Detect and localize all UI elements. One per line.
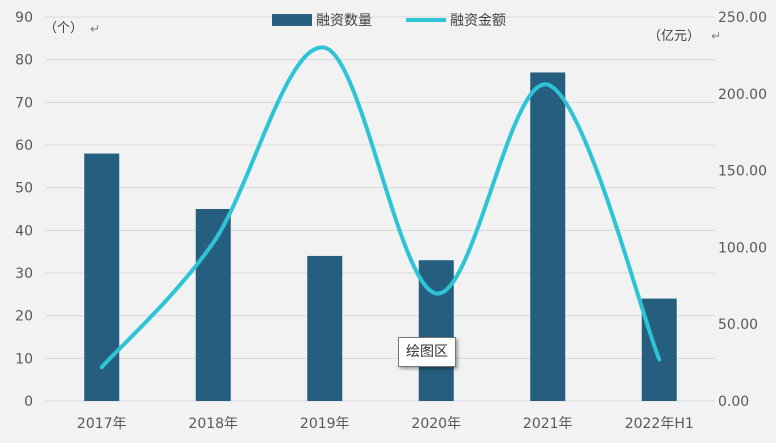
left-tick-label: 30 <box>15 266 33 282</box>
paragraph-mark-right: ↵ <box>711 29 721 43</box>
bar-series <box>84 72 677 401</box>
left-tick-label: 10 <box>15 351 33 367</box>
right-axis-ticks: 0.00 50.00 100.00 150.00 200.00 250.00 <box>718 10 767 410</box>
right-tick-label: 100.00 <box>718 240 767 256</box>
x-tick-label: 2019年 <box>300 416 350 432</box>
gridlines <box>46 16 715 402</box>
left-axis-unit: （个） <box>44 21 83 36</box>
left-tick-label: 40 <box>15 223 33 239</box>
bar-count-2 <box>307 255 343 401</box>
x-tick-label: 2022年H1 <box>625 416 694 432</box>
right-axis-unit: （亿元） <box>648 29 700 44</box>
plot-area-tooltip: 绘图区 <box>398 337 456 367</box>
bar-count-1 <box>195 209 231 401</box>
left-tick-label: 70 <box>15 95 33 111</box>
right-tick-label: 50.00 <box>718 317 758 333</box>
left-tick-label: 60 <box>15 138 33 154</box>
bar-count-0 <box>84 153 120 401</box>
right-tick-label: 200.00 <box>718 87 767 103</box>
x-tick-label: 2020年 <box>411 416 461 432</box>
left-tick-label: 90 <box>15 10 33 26</box>
bar-count-4 <box>530 72 566 401</box>
right-tick-label: 250.00 <box>718 10 767 26</box>
legend-label-amount: 融资金额 <box>450 13 506 29</box>
x-axis-labels: 2017年 2018年 2019年 2020年 2021年 2022年H1 <box>77 416 694 432</box>
right-tick-label: 0.00 <box>718 394 749 410</box>
x-tick-label: 2021年 <box>523 416 573 432</box>
right-tick-label: 150.00 <box>718 164 767 180</box>
legend-label-count: 融资数量 <box>316 13 372 29</box>
left-tick-label: 0 <box>24 394 33 410</box>
legend-swatch-count <box>272 14 312 26</box>
line-series-amount <box>99 45 662 370</box>
x-tick-label: 2017年 <box>77 416 127 432</box>
left-axis-ticks: 0 10 20 30 40 50 60 70 80 90 <box>15 10 33 410</box>
legend: 融资数量 融资金额 <box>272 13 506 29</box>
left-tick-label: 50 <box>15 181 33 197</box>
bar-count-5 <box>641 298 677 401</box>
paragraph-mark-left: ↵ <box>90 22 100 36</box>
left-tick-label: 20 <box>15 309 33 325</box>
left-tick-label: 80 <box>15 53 33 69</box>
x-tick-label: 2018年 <box>188 416 238 432</box>
